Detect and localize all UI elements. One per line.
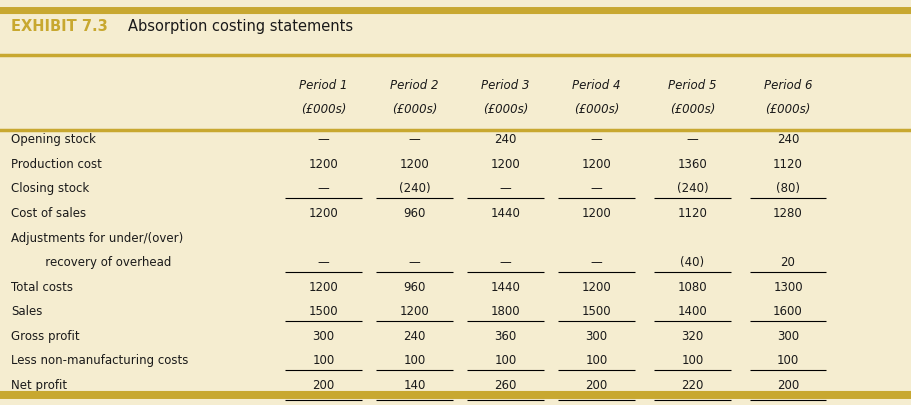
Text: 1500: 1500 — [309, 305, 338, 318]
Text: —: — — [409, 133, 420, 146]
Text: 100: 100 — [404, 354, 425, 367]
Text: Opening stock: Opening stock — [11, 133, 96, 146]
Text: —: — — [687, 133, 698, 146]
Text: 100: 100 — [681, 354, 703, 367]
Text: —: — — [500, 256, 511, 269]
Text: Period 5: Period 5 — [668, 79, 717, 92]
Text: 220: 220 — [681, 379, 703, 392]
Text: 240: 240 — [777, 133, 799, 146]
Text: 1200: 1200 — [309, 281, 338, 294]
Text: 1440: 1440 — [491, 207, 520, 220]
Text: —: — — [318, 133, 329, 146]
Text: (£000s): (£000s) — [574, 103, 619, 116]
Text: 1280: 1280 — [773, 207, 803, 220]
Text: Sales: Sales — [11, 305, 42, 318]
Text: —: — — [318, 182, 329, 195]
Text: 1600: 1600 — [773, 305, 803, 318]
Text: (80): (80) — [776, 182, 800, 195]
Text: Cost of sales: Cost of sales — [11, 207, 86, 220]
Text: Total costs: Total costs — [11, 281, 73, 294]
Text: Gross profit: Gross profit — [11, 330, 79, 343]
Text: —: — — [318, 256, 329, 269]
Text: 20: 20 — [781, 256, 795, 269]
Text: 100: 100 — [312, 354, 334, 367]
Text: recovery of overhead: recovery of overhead — [34, 256, 171, 269]
Text: 140: 140 — [404, 379, 425, 392]
Text: —: — — [409, 256, 420, 269]
Text: 100: 100 — [586, 354, 608, 367]
Text: 1200: 1200 — [491, 158, 520, 171]
Text: 300: 300 — [312, 330, 334, 343]
Text: —: — — [591, 133, 602, 146]
Text: 1120: 1120 — [678, 207, 707, 220]
Text: 1200: 1200 — [309, 158, 338, 171]
Text: EXHIBIT 7.3: EXHIBIT 7.3 — [11, 19, 107, 34]
Text: Less non-manufacturing costs: Less non-manufacturing costs — [11, 354, 189, 367]
Text: Production cost: Production cost — [11, 158, 102, 171]
Text: 1200: 1200 — [582, 207, 611, 220]
Text: 1500: 1500 — [582, 305, 611, 318]
Text: Period 4: Period 4 — [572, 79, 621, 92]
Text: (240): (240) — [677, 182, 708, 195]
Text: —: — — [500, 182, 511, 195]
Text: 300: 300 — [586, 330, 608, 343]
Text: 1800: 1800 — [491, 305, 520, 318]
Text: 1200: 1200 — [400, 305, 429, 318]
Text: (£000s): (£000s) — [301, 103, 346, 116]
Text: (240): (240) — [399, 182, 430, 195]
Text: 1360: 1360 — [678, 158, 707, 171]
Text: 100: 100 — [777, 354, 799, 367]
Text: 1120: 1120 — [773, 158, 803, 171]
Text: 200: 200 — [586, 379, 608, 392]
Text: 1300: 1300 — [773, 281, 803, 294]
Text: 100: 100 — [495, 354, 517, 367]
Text: 960: 960 — [404, 281, 425, 294]
Text: 320: 320 — [681, 330, 703, 343]
Text: 1440: 1440 — [491, 281, 520, 294]
Text: 1080: 1080 — [678, 281, 707, 294]
Text: 260: 260 — [495, 379, 517, 392]
Text: Adjustments for under/(over): Adjustments for under/(over) — [11, 232, 183, 245]
Text: 240: 240 — [495, 133, 517, 146]
Text: Period 6: Period 6 — [763, 79, 813, 92]
Text: —: — — [591, 256, 602, 269]
Text: (£000s): (£000s) — [765, 103, 811, 116]
Text: 1200: 1200 — [309, 207, 338, 220]
Text: Net profit: Net profit — [11, 379, 67, 392]
Text: 200: 200 — [312, 379, 334, 392]
Text: 1200: 1200 — [400, 158, 429, 171]
Text: (£000s): (£000s) — [392, 103, 437, 116]
Text: Absorption costing statements: Absorption costing statements — [128, 19, 353, 34]
Text: 960: 960 — [404, 207, 425, 220]
Text: (£000s): (£000s) — [670, 103, 715, 116]
Text: 1200: 1200 — [582, 281, 611, 294]
Text: 1200: 1200 — [582, 158, 611, 171]
Text: (40): (40) — [681, 256, 704, 269]
Text: Period 3: Period 3 — [481, 79, 530, 92]
Text: 240: 240 — [404, 330, 425, 343]
Text: 300: 300 — [777, 330, 799, 343]
Text: Period 2: Period 2 — [390, 79, 439, 92]
Text: (£000s): (£000s) — [483, 103, 528, 116]
Text: 1400: 1400 — [678, 305, 707, 318]
Text: —: — — [591, 182, 602, 195]
Text: 360: 360 — [495, 330, 517, 343]
Text: Period 1: Period 1 — [299, 79, 348, 92]
Text: Closing stock: Closing stock — [11, 182, 89, 195]
Text: 200: 200 — [777, 379, 799, 392]
